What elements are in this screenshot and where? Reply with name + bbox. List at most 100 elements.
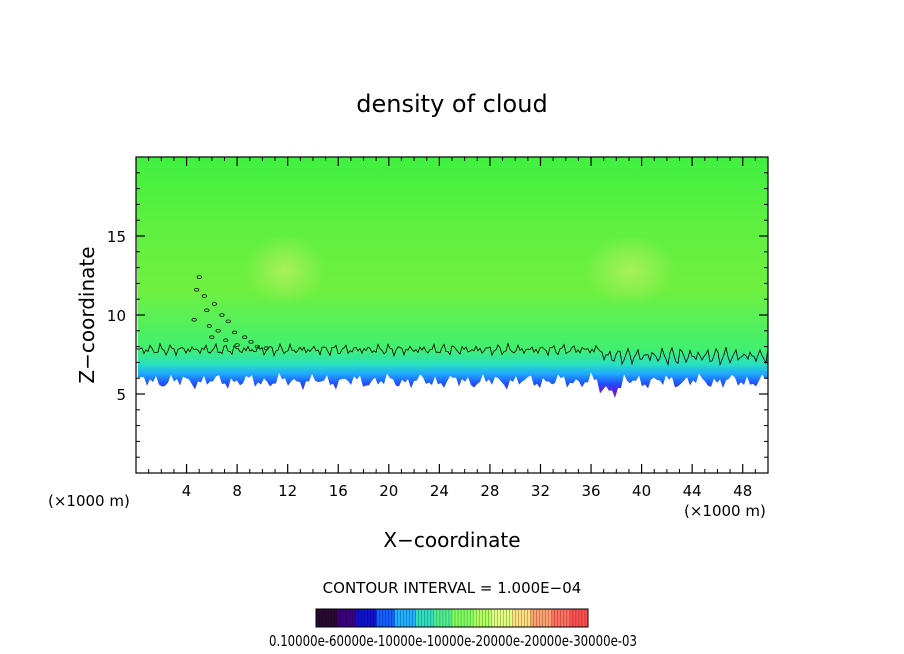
colorbar-cell (470, 609, 474, 627)
colorbar-cell (340, 609, 344, 627)
x-axis-label: X−coordinate (383, 528, 520, 552)
colorbar-cell (569, 609, 574, 627)
contour-interval-label: CONTOUR INTERVAL = 1.000E−04 (323, 579, 582, 597)
colorbar-cell (367, 609, 371, 627)
colorbar-cell (455, 609, 459, 627)
x-unit-label-left: (×1000 m) (48, 492, 130, 510)
colorbar-cell (403, 609, 408, 627)
x-tick-label: 36 (581, 482, 600, 500)
colorbar-cell (379, 609, 383, 627)
colorbar-cell (488, 609, 492, 627)
y-axis-label: Z−coordinate (75, 246, 99, 383)
contour-speck (196, 275, 202, 279)
colorbar-cell (476, 609, 480, 627)
colorbar-cell (539, 609, 544, 627)
colorbar-cell (485, 609, 489, 627)
contour-speck (194, 287, 200, 292)
colorbar-cell (322, 609, 326, 627)
colorbar-cell (458, 609, 462, 627)
colorbar-cell (464, 609, 468, 627)
colorbar-cell (512, 609, 516, 627)
contour-speck (204, 308, 210, 313)
colorbar-cell (424, 609, 429, 627)
colorbar-cell (388, 609, 393, 627)
colorbar-cell (358, 609, 362, 627)
colorbar-cell (427, 609, 432, 627)
colorbar-cell (491, 609, 495, 627)
plot-area (136, 157, 768, 473)
colorbar-cell (385, 609, 390, 627)
y-tick-label: 10 (107, 307, 126, 325)
colorbar-cell (361, 609, 365, 627)
colorbar-cell (506, 609, 510, 627)
contour-line (136, 342, 768, 367)
colorbar-cell (349, 609, 353, 627)
contour-speck (215, 329, 221, 333)
colorbar-cell (448, 609, 453, 627)
colorbar-cell (584, 609, 589, 627)
bright-lobe-left (245, 235, 325, 305)
x-tick-label: 16 (329, 482, 348, 500)
colorbar-cell (352, 609, 356, 627)
colorbar-cell (409, 609, 414, 627)
colorbar-cell (479, 609, 483, 627)
colorbar-cell (331, 609, 335, 627)
colorbar-cell (554, 609, 559, 627)
colorbar-cell (337, 609, 341, 627)
colorbar-cell (467, 609, 471, 627)
colorbar-cell (439, 609, 444, 627)
contour-speck (225, 319, 231, 324)
contour-speck (254, 344, 260, 349)
bright-lobe-right (585, 235, 675, 305)
colorbar-cell (482, 609, 486, 627)
colorbar-cell (355, 609, 359, 627)
y-tick-label: 15 (107, 228, 126, 246)
colorbar-cell (316, 609, 320, 627)
colorbar-cell (509, 609, 513, 627)
colorbar-cell (581, 609, 586, 627)
colorbar-cell (497, 609, 501, 627)
colorbar-cell (548, 609, 553, 627)
colorbar-cell (421, 609, 426, 627)
colorbar-cell (533, 609, 538, 627)
colorbar-cell (515, 609, 519, 627)
colorbar-cell (530, 609, 535, 627)
colorbar-cell (452, 609, 456, 627)
colorbar-cell (551, 609, 556, 627)
colorbar-cell (557, 609, 562, 627)
contour-speck (232, 330, 238, 335)
contour-speck (206, 324, 212, 328)
colorbar-cell (442, 609, 447, 627)
colorbar-cell (503, 609, 507, 627)
colorbar-cell (536, 609, 541, 627)
colorbar-cell (319, 609, 323, 627)
chart-title: density of cloud (356, 90, 547, 118)
x-tick-label: 20 (379, 482, 398, 500)
contour-speck (191, 317, 197, 322)
colorbar-cell (376, 609, 380, 627)
colorbar-cell (494, 609, 498, 627)
colorbar-cell (430, 609, 435, 627)
colorbar-cell (572, 609, 577, 627)
contour-speck (242, 335, 248, 339)
colorbar-cell (575, 609, 580, 627)
x-tick-label: 4 (182, 482, 192, 500)
colorbar-cell (328, 609, 332, 627)
colorbar-cell (566, 609, 571, 627)
colorbar-cell (563, 609, 568, 627)
y-axis: 5 10 15 (107, 172, 768, 458)
colorbar-cell (382, 609, 387, 627)
colorbar-cell (373, 609, 377, 627)
colorbar-cell (400, 609, 405, 627)
contour-speck (223, 338, 229, 343)
colorbar-cell (578, 609, 583, 627)
cloud-field (136, 157, 768, 399)
x-unit-label-right: (×1000 m) (684, 502, 766, 520)
colorbar-cell (406, 609, 411, 627)
contour-speck (248, 340, 254, 344)
colorbar-frame (315, 608, 589, 628)
contour-specks (191, 275, 269, 350)
colorbar-cell (394, 609, 399, 627)
x-tick-label: 32 (531, 482, 550, 500)
